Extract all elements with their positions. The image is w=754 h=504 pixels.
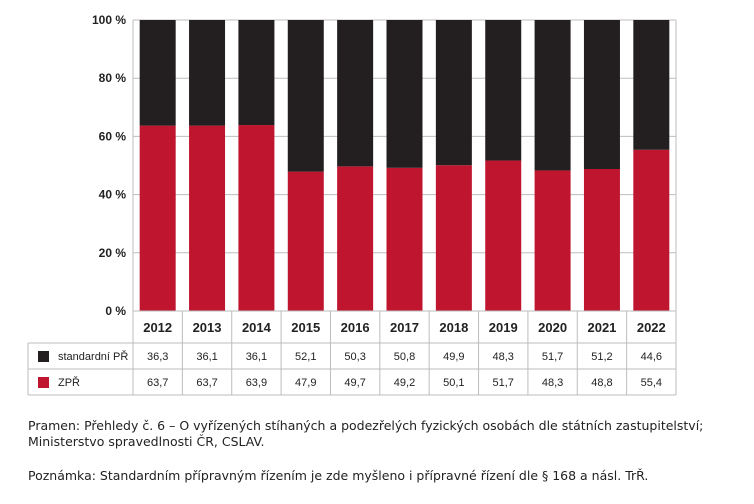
remark-note: Poznámka: Standardním přípravným řízením…: [28, 468, 649, 483]
x-category-label: 2019: [489, 320, 518, 335]
bar-zpr-2018: [435, 165, 472, 311]
legend-swatch: [38, 351, 49, 362]
x-category-label: 2022: [637, 320, 666, 335]
x-category-label: 2020: [538, 320, 567, 335]
legend-label: standardní PŘ: [58, 350, 128, 363]
legend-swatch: [38, 377, 49, 388]
table-value: 48,3: [542, 377, 563, 389]
bar-zpr-2012: [139, 125, 176, 312]
table-value: 63,7: [196, 377, 217, 389]
x-category-label: 2016: [341, 320, 370, 335]
y-tick-label: 80 %: [99, 71, 127, 85]
table-value: 49,9: [443, 351, 464, 363]
bar-standard-2019: [485, 20, 522, 161]
bar-zpr-2014: [238, 125, 275, 312]
table-value: 50,1: [443, 377, 464, 389]
bar-standard-2017: [386, 20, 423, 168]
bar-zpr-2016: [337, 166, 374, 311]
legend-label: ZPŘ: [58, 376, 80, 389]
table-value: 55,4: [641, 377, 662, 389]
bar-standard-2014: [238, 20, 275, 126]
y-tick-label: 0 %: [105, 304, 126, 318]
stacked-bar-chart: 0 % 20 % 40 % 60 % 80 % 100 % 2012 2013 2014 2015…: [27, 13, 677, 396]
table-value: 36,1: [196, 351, 217, 363]
bar-zpr-2015: [287, 171, 324, 311]
bar-standard-2018: [435, 20, 472, 166]
table-value: 51,7: [542, 351, 563, 363]
table-value: 48,8: [591, 377, 612, 389]
bar-standard-2012: [139, 20, 176, 126]
bar-standard-2020: [534, 20, 571, 171]
bar-zpr-2017: [386, 167, 423, 311]
table-value: 50,3: [344, 351, 365, 363]
x-category-label: 2017: [390, 320, 419, 335]
bar-zpr-2022: [633, 149, 670, 311]
x-category-label: 2014: [242, 320, 272, 335]
x-category-label: 2021: [587, 320, 616, 335]
table-value: 36,3: [147, 351, 168, 363]
bar-zpr-2020: [534, 170, 571, 311]
x-category-label: 2013: [193, 320, 222, 335]
y-tick-label: 40 %: [99, 188, 127, 202]
x-category-label: 2012: [143, 320, 172, 335]
bar-zpr-2021: [583, 168, 620, 311]
y-tick-label: 100 %: [92, 13, 126, 27]
table-value: 36,1: [246, 351, 267, 363]
table-value: 44,6: [641, 351, 662, 363]
bar-standard-2013: [189, 20, 226, 126]
x-category-label: 2015: [291, 320, 320, 335]
table-value: 48,3: [493, 351, 514, 363]
bar-standard-2021: [583, 20, 620, 169]
source-note: Pramen: Přehledy č. 6 – O vyřízených stí…: [28, 418, 704, 449]
table-value: 51,2: [591, 351, 612, 363]
table-value: 47,9: [295, 377, 316, 389]
table-value: 49,2: [394, 377, 415, 389]
bar-zpr-2013: [189, 125, 226, 312]
bar-zpr-2019: [485, 160, 522, 311]
table-value: 63,9: [246, 377, 267, 389]
bar-standard-2016: [337, 20, 374, 167]
table-value: 49,7: [344, 377, 365, 389]
table-value: 50,8: [394, 351, 415, 363]
table-value: 63,7: [147, 377, 168, 389]
table-value: 52,1: [295, 351, 316, 363]
bar-standard-2015: [287, 20, 324, 172]
bar-standard-2022: [633, 20, 670, 150]
y-tick-label: 20 %: [99, 246, 127, 260]
table-value: 51,7: [493, 377, 514, 389]
y-tick-label: 60 %: [99, 129, 127, 143]
x-category-label: 2018: [439, 320, 468, 335]
